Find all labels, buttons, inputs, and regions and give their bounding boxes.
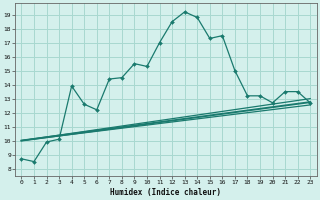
X-axis label: Humidex (Indice chaleur): Humidex (Indice chaleur) (110, 188, 221, 197)
